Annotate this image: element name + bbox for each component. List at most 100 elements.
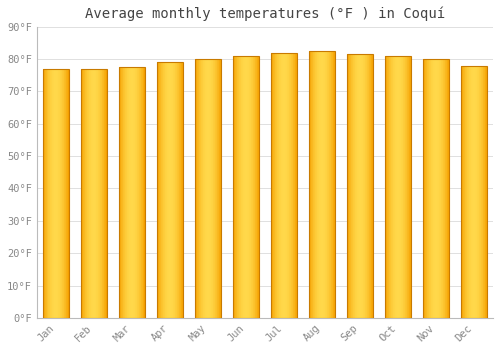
Bar bbox=[201, 59, 202, 318]
Bar bbox=[91, 69, 92, 318]
Bar bbox=[194, 59, 196, 318]
Bar bbox=[136, 67, 137, 318]
Bar bbox=[208, 59, 210, 318]
Bar bbox=[424, 59, 426, 318]
Bar bbox=[86, 69, 87, 318]
Bar bbox=[101, 69, 102, 318]
Bar bbox=[432, 59, 434, 318]
Bar bbox=[390, 56, 392, 318]
Bar bbox=[66, 69, 67, 318]
Bar bbox=[372, 54, 374, 318]
Bar bbox=[182, 62, 183, 318]
Bar bbox=[356, 54, 358, 318]
Bar bbox=[196, 59, 198, 318]
Bar bbox=[198, 59, 200, 318]
Bar bbox=[82, 69, 83, 318]
Bar bbox=[278, 52, 280, 318]
Bar bbox=[404, 56, 406, 318]
Bar bbox=[194, 59, 221, 318]
Bar bbox=[270, 52, 272, 318]
Bar bbox=[362, 54, 364, 318]
Bar bbox=[484, 65, 486, 318]
Bar bbox=[141, 67, 142, 318]
Bar bbox=[410, 56, 412, 318]
Bar bbox=[402, 56, 404, 318]
Bar bbox=[174, 62, 175, 318]
Bar bbox=[53, 69, 54, 318]
Bar bbox=[394, 56, 396, 318]
Bar bbox=[54, 69, 55, 318]
Bar bbox=[352, 54, 354, 318]
Bar bbox=[159, 62, 160, 318]
Bar bbox=[42, 69, 69, 318]
Bar bbox=[62, 69, 63, 318]
Bar bbox=[217, 59, 218, 318]
Bar bbox=[238, 56, 240, 318]
Bar bbox=[360, 54, 362, 318]
Bar bbox=[65, 69, 66, 318]
Bar bbox=[400, 56, 402, 318]
Bar bbox=[272, 52, 274, 318]
Bar bbox=[422, 59, 450, 318]
Bar bbox=[129, 67, 130, 318]
Bar bbox=[276, 52, 278, 318]
Bar bbox=[252, 56, 254, 318]
Bar bbox=[215, 59, 216, 318]
Bar bbox=[346, 54, 348, 318]
Bar bbox=[205, 59, 206, 318]
Bar bbox=[314, 51, 316, 318]
Bar bbox=[118, 67, 145, 318]
Bar bbox=[102, 69, 103, 318]
Bar bbox=[408, 56, 410, 318]
Bar bbox=[68, 69, 69, 318]
Bar bbox=[324, 51, 326, 318]
Bar bbox=[48, 69, 49, 318]
Bar bbox=[282, 52, 284, 318]
Bar bbox=[288, 52, 290, 318]
Bar bbox=[448, 59, 450, 318]
Bar bbox=[178, 62, 179, 318]
Bar bbox=[255, 56, 256, 318]
Bar bbox=[105, 69, 106, 318]
Bar bbox=[89, 69, 90, 318]
Bar bbox=[103, 69, 104, 318]
Bar bbox=[104, 69, 105, 318]
Bar bbox=[438, 59, 440, 318]
Bar bbox=[170, 62, 171, 318]
Bar bbox=[163, 62, 164, 318]
Bar bbox=[486, 65, 488, 318]
Bar bbox=[123, 67, 124, 318]
Bar bbox=[142, 67, 143, 318]
Bar bbox=[85, 69, 86, 318]
Bar bbox=[476, 65, 478, 318]
Title: Average monthly temperatures (°F ) in Coquí: Average monthly temperatures (°F ) in Co… bbox=[85, 7, 445, 21]
Bar bbox=[320, 51, 322, 318]
Bar bbox=[57, 69, 58, 318]
Bar bbox=[240, 56, 242, 318]
Bar bbox=[94, 69, 95, 318]
Bar bbox=[125, 67, 126, 318]
Bar bbox=[100, 69, 101, 318]
Bar bbox=[61, 69, 62, 318]
Bar bbox=[176, 62, 177, 318]
Bar bbox=[474, 65, 476, 318]
Bar bbox=[468, 65, 469, 318]
Bar bbox=[246, 56, 248, 318]
Bar bbox=[179, 62, 180, 318]
Bar bbox=[50, 69, 51, 318]
Bar bbox=[242, 56, 244, 318]
Bar bbox=[127, 67, 128, 318]
Bar bbox=[270, 52, 297, 318]
Bar bbox=[406, 56, 408, 318]
Bar bbox=[59, 69, 60, 318]
Bar bbox=[203, 59, 204, 318]
Bar bbox=[47, 69, 48, 318]
Bar bbox=[430, 59, 432, 318]
Bar bbox=[83, 69, 84, 318]
Bar bbox=[388, 56, 390, 318]
Bar bbox=[139, 67, 140, 318]
Bar bbox=[96, 69, 97, 318]
Bar bbox=[209, 59, 210, 318]
Bar bbox=[332, 51, 334, 318]
Bar bbox=[257, 56, 258, 318]
